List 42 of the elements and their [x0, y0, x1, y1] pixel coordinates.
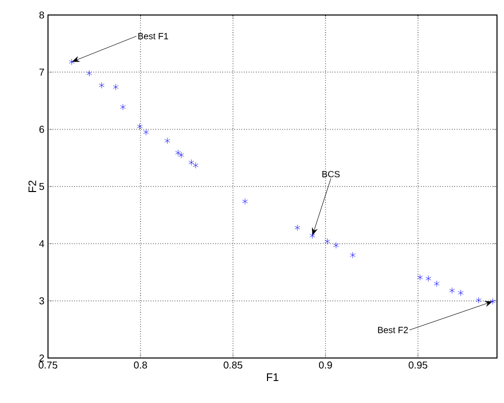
point	[175, 150, 181, 156]
point	[143, 129, 149, 136]
point	[86, 70, 92, 76]
point	[98, 82, 104, 88]
point	[350, 252, 356, 258]
y-tick-label: 8	[39, 11, 44, 19]
point	[333, 242, 339, 249]
point	[310, 232, 316, 239]
point	[449, 287, 455, 294]
point	[136, 123, 143, 130]
y-tick-label: 5	[39, 183, 44, 190]
point	[188, 159, 194, 166]
point	[490, 298, 496, 305]
y-axis-title: F2	[28, 180, 36, 192]
point	[120, 104, 126, 110]
annotation: Best F1	[138, 33, 168, 40]
point	[324, 238, 330, 245]
y-tick-label: 7	[39, 68, 44, 76]
x-axis-title: F1	[267, 373, 278, 381]
point	[242, 198, 248, 205]
annotation: Best F2	[378, 326, 408, 334]
point	[68, 58, 74, 66]
point	[476, 297, 482, 304]
point	[417, 274, 423, 281]
point	[112, 84, 118, 90]
point	[294, 224, 300, 231]
y-tick-label: 4	[39, 240, 44, 248]
x-tick-label: 0.8	[134, 362, 147, 369]
point	[192, 162, 198, 169]
point	[458, 290, 464, 296]
x-tick-label: 0.9	[318, 362, 332, 369]
point	[164, 138, 170, 144]
point	[178, 152, 184, 158]
y-tick-label: 3	[39, 297, 44, 304]
x-tick-label: 0.95	[408, 362, 428, 369]
x-tick-label: 0.85	[224, 362, 242, 369]
y-tick-label: 2	[39, 354, 44, 362]
annotation: BCS	[322, 170, 340, 178]
point	[434, 280, 440, 287]
x-tick-label: 0.75	[38, 362, 58, 369]
y-tick-label: 6	[39, 126, 44, 133]
point	[426, 275, 432, 282]
